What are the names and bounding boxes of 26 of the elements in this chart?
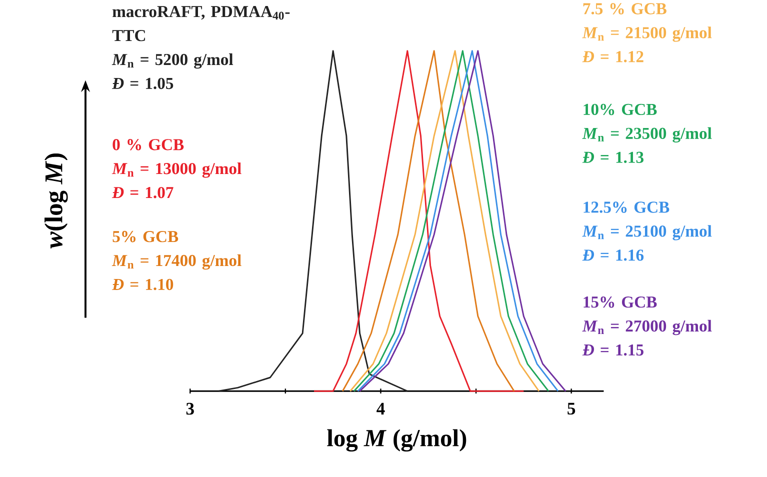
text: Đ = 1.07 [112, 186, 174, 198]
annotation: M$_{n}$ = 17400 g/mol [112, 254, 242, 270]
annotation: M$_{n}$ = 5200 g/mol [112, 53, 234, 69]
text: M$_{n}$ = 21500 g/mol [582, 26, 712, 42]
x-tick-label: 5 [568, 402, 576, 414]
annotation: Đ = 1.13 [582, 152, 644, 163]
x-tick-label: 3 [186, 402, 194, 415]
text: 5% GCB [112, 230, 178, 242]
text: 15% GCB [584, 296, 657, 308]
annotation: M$_{n}$ = 23500 g/mol [582, 127, 712, 142]
text: Đ = 1.05 [112, 78, 174, 90]
annotation: Đ = 1.15 [582, 344, 644, 356]
x-tick-label: 4 [376, 402, 385, 414]
y-axis-title: w(log M) [44, 153, 68, 248]
text: Đ = 1.10 [112, 278, 174, 290]
annotation: Đ = 1.12 [582, 51, 644, 62]
text: 7.5 % GCB [583, 3, 666, 14]
annotation: M$_{n}$ = 25100 g/mol [582, 225, 712, 240]
text: 0 % GCB [112, 138, 184, 150]
annotation: M$_{n}$ = 27000 g/mol [582, 320, 712, 336]
annotation: Đ = 1.16 [582, 250, 644, 261]
text: macroRAFT, PDMAA$_{40}$-TTC [112, 6, 290, 42]
text: 10% GCB [584, 104, 657, 116]
annotation: M$_{n}$ = 13000 g/mol [112, 162, 242, 178]
x-axis-title: log M (g/mol) [327, 429, 466, 452]
text: 12.5% GCB [584, 202, 670, 213]
